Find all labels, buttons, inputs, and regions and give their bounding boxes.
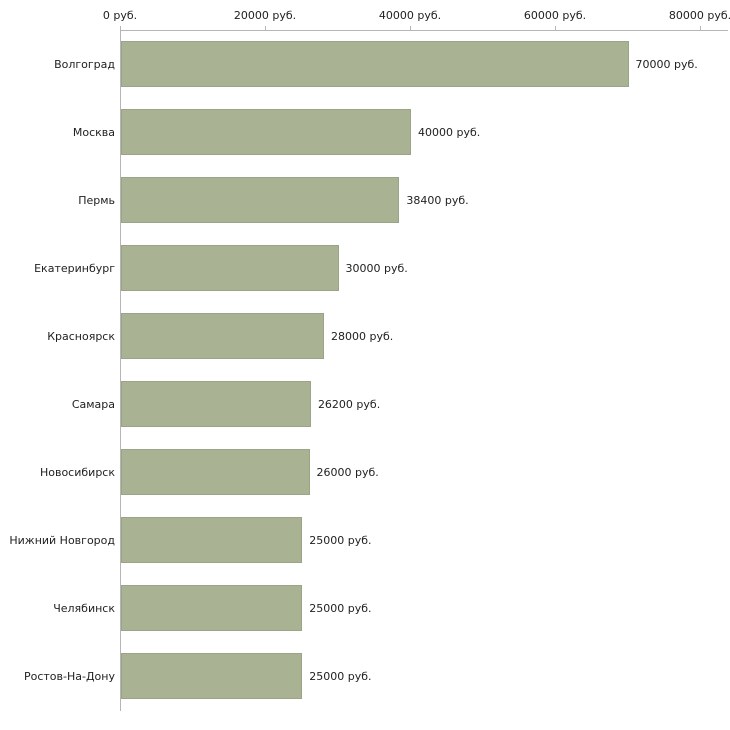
bar-row: Волгоград 70000 руб. bbox=[0, 30, 730, 98]
category-label: Ростов-На-Дону bbox=[23, 669, 115, 683]
bar bbox=[121, 313, 324, 359]
bar bbox=[121, 41, 629, 87]
category-label: Самара bbox=[71, 397, 115, 411]
category-label: Красноярск bbox=[47, 329, 115, 343]
bar bbox=[121, 585, 303, 631]
category-label: Пермь bbox=[78, 193, 115, 207]
x-axis-tick-label: 80000 руб. bbox=[668, 9, 730, 22]
value-label: 25000 руб. bbox=[309, 601, 372, 615]
category-label: Москва bbox=[72, 125, 115, 139]
bar-row: Москва 40000 руб. bbox=[0, 98, 730, 166]
x-axis-tick-label: 20000 руб. bbox=[233, 9, 297, 22]
bar bbox=[121, 449, 310, 495]
value-label: 26000 руб. bbox=[316, 465, 379, 479]
bar bbox=[121, 517, 303, 563]
bar-row: Красноярск 28000 руб. bbox=[0, 302, 730, 370]
bar bbox=[121, 381, 311, 427]
category-label: Новосибирск bbox=[39, 465, 115, 479]
value-label: 30000 руб. bbox=[345, 261, 408, 275]
bar-row: Челябинск 25000 руб. bbox=[0, 574, 730, 642]
bar bbox=[121, 109, 411, 155]
value-label: 38400 руб. bbox=[406, 193, 469, 207]
bar bbox=[121, 177, 400, 223]
value-label: 40000 руб. bbox=[418, 125, 481, 139]
value-label: 25000 руб. bbox=[309, 533, 372, 547]
bar-row: Новосибирск 26000 руб. bbox=[0, 438, 730, 506]
bar-row: Нижний Новгород 25000 руб. bbox=[0, 506, 730, 574]
value-label: 28000 руб. bbox=[331, 329, 394, 343]
x-axis-tick-label: 40000 руб. bbox=[378, 9, 442, 22]
x-axis-line bbox=[120, 30, 728, 31]
bar bbox=[121, 245, 339, 291]
bar-row: Ростов-На-Дону 25000 руб. bbox=[0, 642, 730, 710]
x-axis-tick-label: 0 руб. bbox=[102, 9, 138, 22]
value-label: 70000 руб. bbox=[635, 57, 698, 71]
y-axis-line bbox=[120, 30, 121, 711]
bar-row: Самара 26200 руб. bbox=[0, 370, 730, 438]
bar bbox=[121, 653, 303, 699]
category-label: Екатеринбург bbox=[34, 261, 115, 275]
x-axis-tick-mark bbox=[120, 26, 121, 30]
x-axis-tick-mark bbox=[555, 26, 556, 30]
category-label: Нижний Новгород bbox=[9, 533, 115, 547]
value-label: 26200 руб. bbox=[317, 397, 381, 411]
x-axis-tick-label: 60000 руб. bbox=[523, 9, 587, 22]
value-label: 25000 руб. bbox=[309, 669, 372, 683]
category-label: Волгоград bbox=[54, 57, 115, 71]
bar-row: Пермь 38400 руб. bbox=[0, 166, 730, 234]
x-axis-tick-mark bbox=[265, 26, 266, 30]
category-label: Челябинск bbox=[53, 601, 115, 615]
bar-row: Екатеринбург 30000 руб. bbox=[0, 234, 730, 302]
x-axis-tick-mark bbox=[410, 26, 411, 30]
x-axis-tick-mark bbox=[700, 26, 701, 30]
